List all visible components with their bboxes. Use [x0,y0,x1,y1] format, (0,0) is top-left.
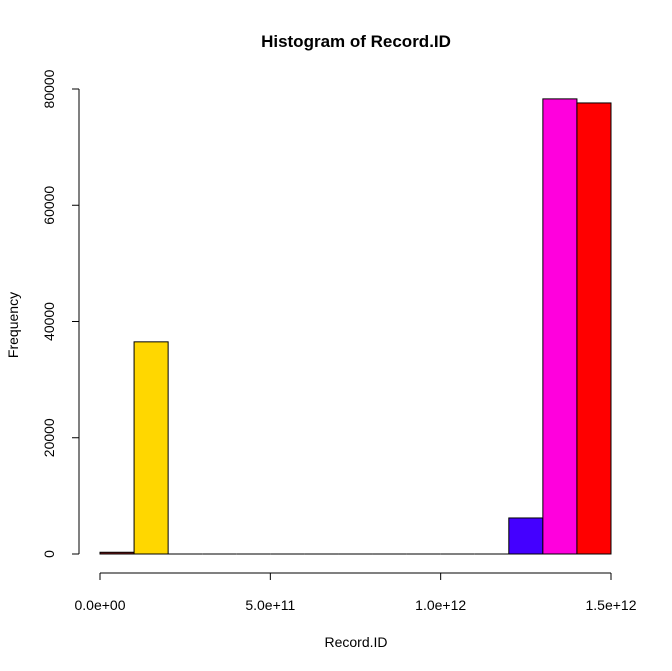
y-tick-label: 80000 [41,69,57,108]
y-axis: 0 20000 40000 60000 80000 [41,69,80,558]
x-tick-label: 1.5e+12 [586,597,637,613]
y-tick-label: 0 [41,550,57,558]
y-tick-label: 60000 [41,186,57,225]
histogram-bars [99,98,612,555]
histogram-bar-1 [133,341,169,555]
histogram-bar-13 [542,98,578,555]
x-tick-label: 5.0e+11 [245,597,295,613]
histogram-bar-0 [99,551,135,555]
y-tick-label: 40000 [41,302,57,341]
histogram-bar-14 [576,102,612,555]
chart-title: Histogram of Record.ID [261,32,451,51]
x-tick-label: 1.0e+12 [415,597,466,613]
x-axis-label: Record.ID [324,634,387,650]
x-tick-label: 0.0e+00 [75,597,126,613]
histogram-bar-12 [508,517,544,555]
y-tick-label: 20000 [41,418,57,457]
y-axis-label: Frequency [5,292,21,358]
x-axis: 0.0e+00 5.0e+11 1.0e+12 1.5e+12 [75,572,637,613]
